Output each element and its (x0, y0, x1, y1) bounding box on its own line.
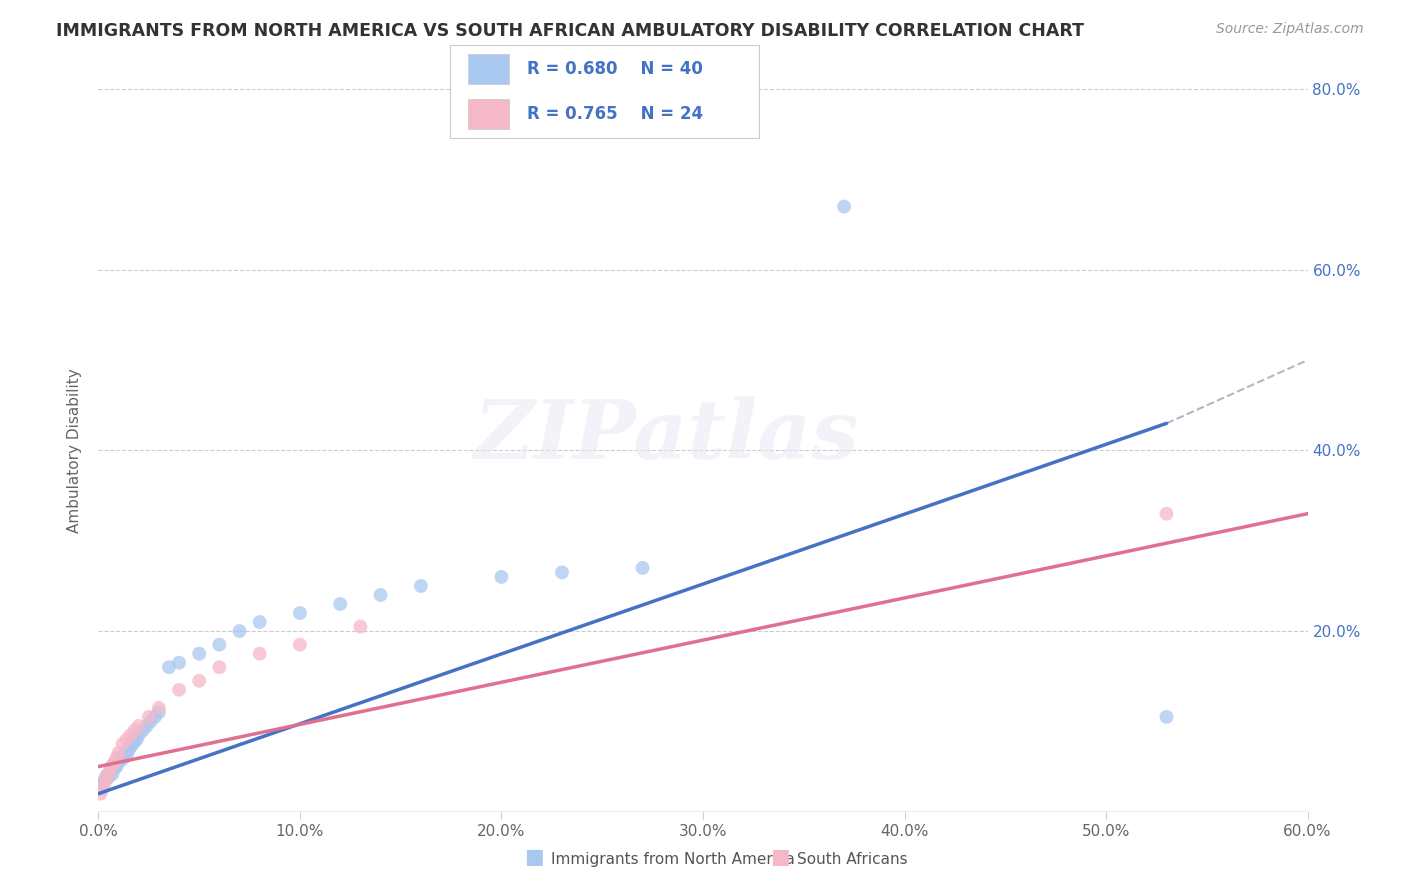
Point (249, 647, 271, 661)
Point (1156, 507, 1178, 521)
Point (101, 766, 124, 780)
Text: ZIPatlas: ZIPatlas (474, 396, 859, 476)
Point (288, 606, 311, 620)
Point (107, 755, 129, 769)
Point (208, 660, 231, 674)
Point (97, 771, 120, 785)
Text: IMMIGRANTS FROM NORTH AMERICA VS SOUTH AFRICAN AMBULATORY DISABILITY CORRELATION: IMMIGRANTS FROM NORTH AMERICA VS SOUTH A… (56, 22, 1084, 40)
Point (118, 743, 141, 757)
Point (107, 746, 129, 760)
Point (111, 752, 134, 766)
Point (125, 732, 148, 747)
Point (148, 706, 170, 720)
Point (105, 750, 128, 764)
FancyBboxPatch shape (468, 54, 509, 84)
Point (132, 723, 155, 738)
Point (115, 748, 138, 763)
Point (167, 656, 190, 670)
Point (91, 778, 114, 792)
Point (91, 782, 114, 797)
Point (93, 773, 115, 788)
Point (97, 766, 120, 780)
Point (100, 764, 122, 778)
Point (128, 728, 150, 742)
Point (115, 732, 138, 747)
Point (120, 728, 142, 742)
Point (103, 761, 125, 775)
Point (208, 638, 231, 652)
Point (832, 200, 855, 214)
FancyBboxPatch shape (468, 99, 509, 129)
Text: ■: ■ (524, 847, 544, 867)
Point (110, 750, 132, 764)
Point (1156, 710, 1178, 724)
Point (157, 660, 180, 674)
Point (105, 759, 128, 773)
Point (288, 638, 311, 652)
Text: R = 0.680    N = 40: R = 0.680 N = 40 (527, 60, 703, 78)
Point (114, 746, 136, 760)
Point (249, 615, 271, 629)
Point (370, 588, 392, 602)
Point (551, 566, 574, 580)
Point (188, 647, 211, 661)
Point (409, 579, 432, 593)
Point (96, 771, 118, 785)
Point (111, 737, 134, 751)
Point (349, 619, 371, 633)
Point (89, 782, 111, 797)
Point (139, 714, 162, 729)
Y-axis label: Ambulatory Disability: Ambulatory Disability (67, 368, 83, 533)
Text: South Africans: South Africans (797, 852, 908, 867)
Point (228, 624, 250, 639)
Point (167, 682, 190, 697)
Point (103, 755, 125, 769)
Point (329, 597, 352, 611)
Point (89, 787, 111, 801)
Point (121, 737, 143, 751)
Point (101, 757, 124, 772)
Point (631, 561, 654, 575)
Point (93, 778, 115, 792)
Point (128, 719, 150, 733)
Point (491, 570, 513, 584)
Point (124, 723, 146, 738)
Text: R = 0.765    N = 24: R = 0.765 N = 24 (527, 105, 703, 123)
Point (100, 761, 122, 775)
Text: Source: ZipAtlas.com: Source: ZipAtlas.com (1216, 22, 1364, 37)
Text: ■: ■ (770, 847, 790, 867)
Point (148, 701, 170, 715)
Point (96, 769, 118, 783)
Point (124, 734, 146, 748)
Point (138, 710, 160, 724)
Point (135, 719, 157, 733)
Point (120, 739, 142, 754)
Text: Immigrants from North America: Immigrants from North America (551, 852, 794, 867)
Point (143, 710, 166, 724)
Point (188, 673, 211, 688)
